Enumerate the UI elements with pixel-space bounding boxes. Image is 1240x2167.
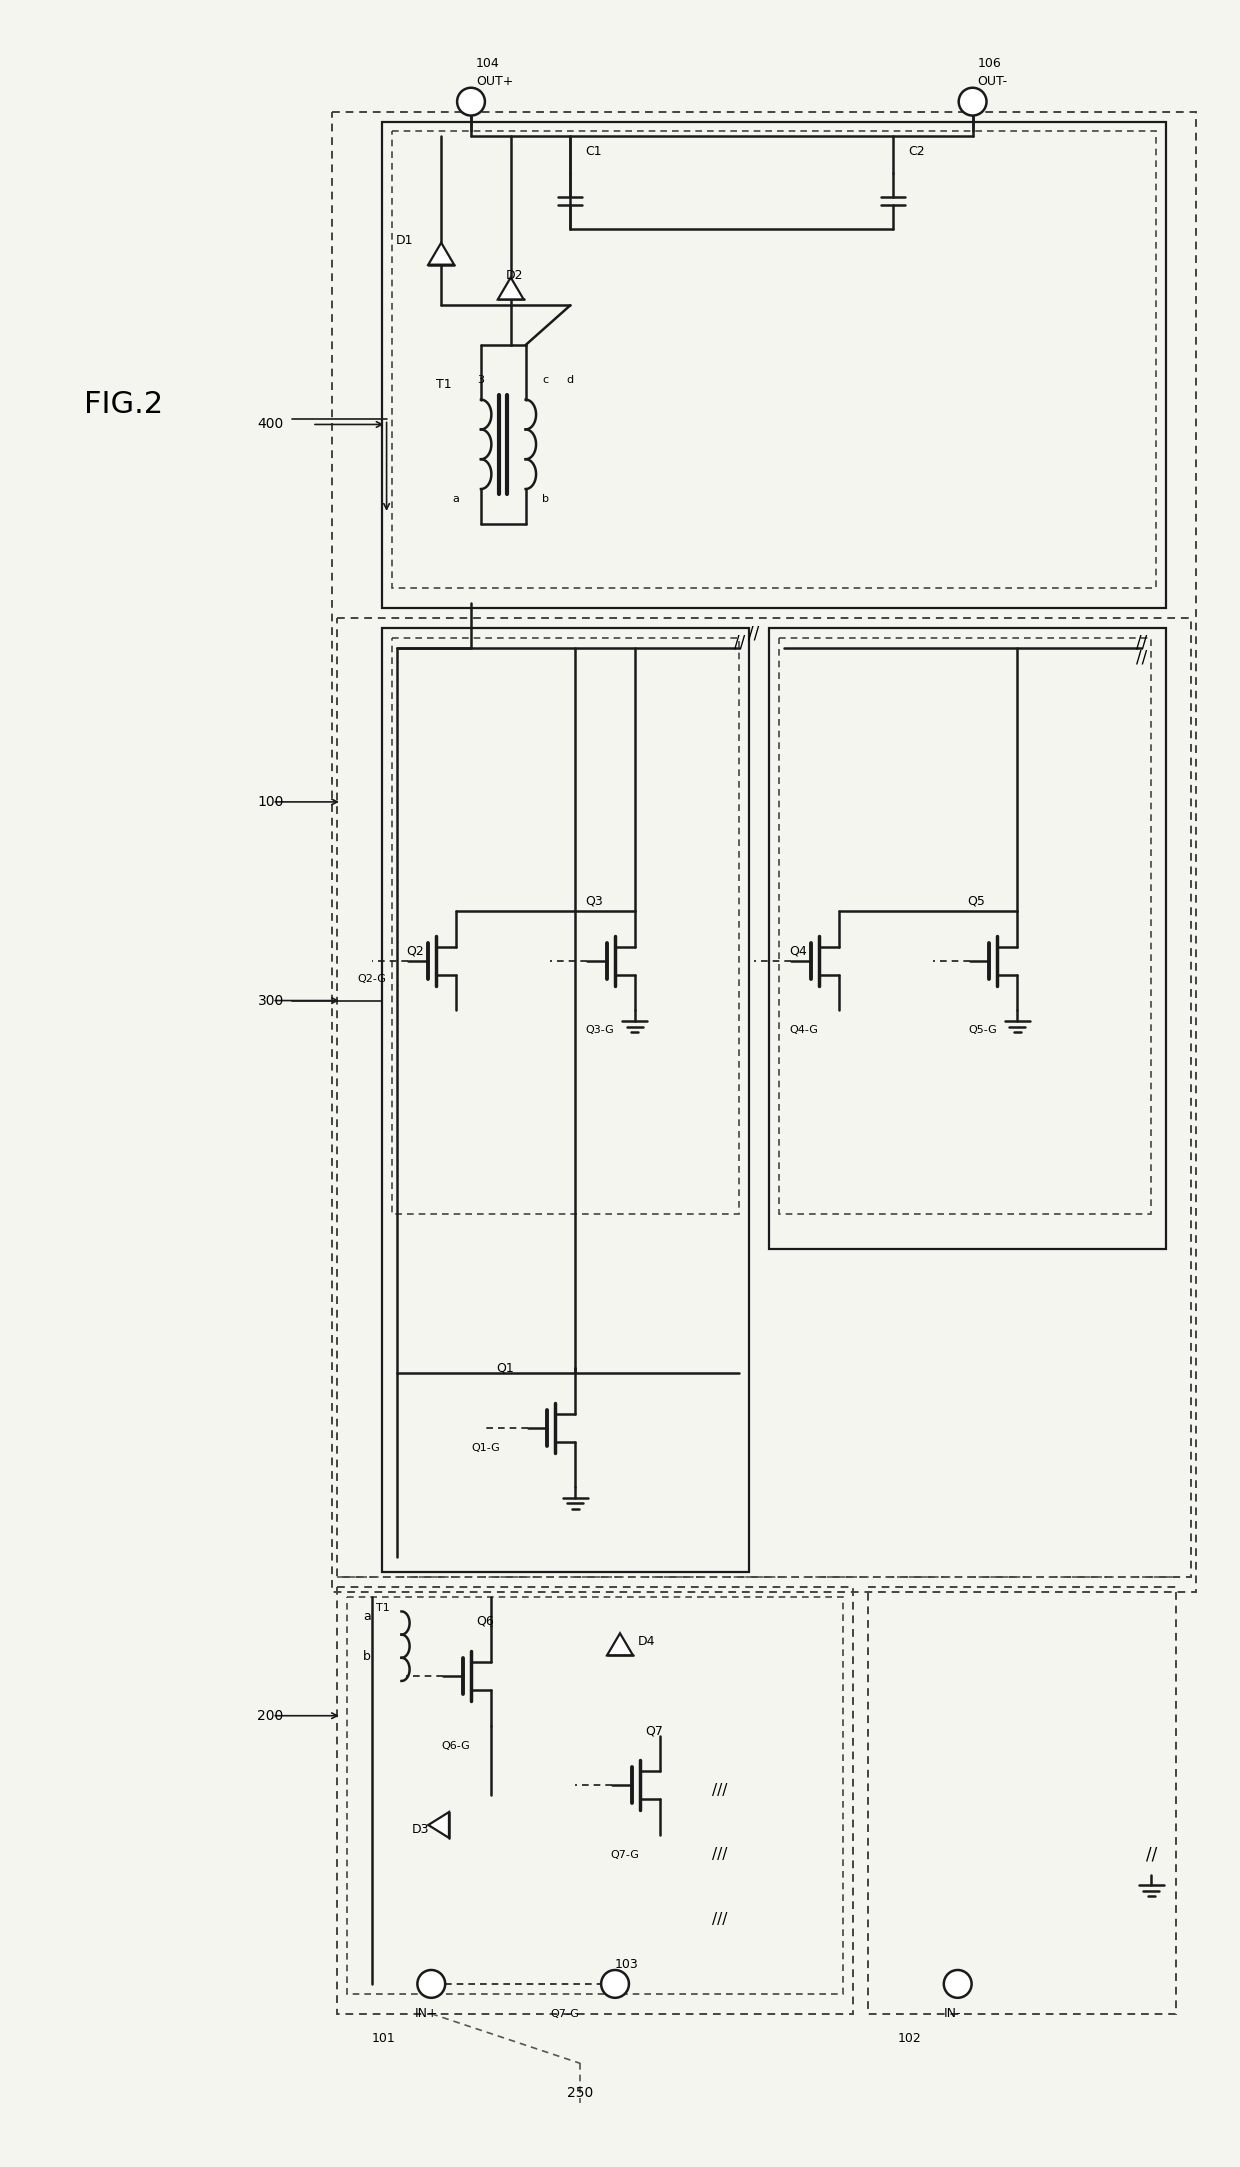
Bar [392, 132, 1157, 589]
Text: D1: D1 [396, 234, 413, 247]
Text: ///: /// [712, 1911, 727, 1926]
Text: //: // [1146, 1846, 1157, 1864]
Circle shape [959, 87, 987, 115]
Text: d: d [567, 375, 574, 386]
Bar [382, 121, 1167, 609]
Bar [347, 1597, 843, 1994]
Text: //: // [749, 624, 760, 641]
Text: //: // [1136, 648, 1147, 667]
Text: 300: 300 [258, 992, 284, 1008]
Text: D3: D3 [412, 1822, 429, 1835]
Text: T1: T1 [376, 1604, 389, 1614]
Text: a: a [363, 1610, 371, 1623]
Text: 3: 3 [477, 375, 485, 386]
Polygon shape [608, 1634, 632, 1656]
Text: //: // [734, 635, 745, 652]
Text: IN+: IN+ [414, 2007, 438, 2020]
Text: //: // [1136, 635, 1147, 652]
Bar [392, 637, 739, 1214]
Bar [382, 628, 749, 1571]
Text: ///: /// [712, 1783, 727, 1799]
Bar [868, 1586, 1177, 2013]
Bar [337, 1586, 853, 2013]
Text: Q2-G: Q2-G [357, 973, 386, 984]
Text: C2: C2 [908, 145, 925, 158]
Bar [332, 111, 1197, 1591]
Text: Q4: Q4 [789, 945, 806, 958]
Text: ///: /// [712, 1846, 727, 1861]
Text: Q5-G: Q5-G [968, 1025, 997, 1036]
Text: D4: D4 [637, 1634, 656, 1647]
Text: D2: D2 [506, 269, 523, 282]
Text: Q5: Q5 [967, 895, 986, 908]
Circle shape [944, 1970, 972, 1998]
Text: 106: 106 [977, 56, 1002, 69]
Text: Q2: Q2 [407, 945, 424, 958]
Bar [769, 628, 1167, 1248]
Text: b: b [363, 1649, 371, 1662]
Circle shape [418, 1970, 445, 1998]
Bar [779, 637, 1152, 1214]
Text: Q7-G: Q7-G [551, 2009, 579, 2020]
Text: OUT+: OUT+ [476, 76, 513, 89]
Bar [337, 618, 1192, 1578]
Text: Q1-G: Q1-G [471, 1443, 500, 1452]
Text: C1: C1 [585, 145, 601, 158]
Circle shape [601, 1970, 629, 1998]
Text: 101: 101 [372, 2033, 396, 2046]
Text: Q3-G: Q3-G [585, 1025, 615, 1036]
Text: Q7-G: Q7-G [610, 1851, 640, 1859]
Text: 102: 102 [898, 2033, 921, 2046]
Text: Q4-G: Q4-G [790, 1025, 818, 1036]
Text: b: b [542, 494, 549, 505]
Text: 104: 104 [476, 56, 500, 69]
Text: 100: 100 [258, 795, 284, 808]
Text: Q6: Q6 [476, 1614, 494, 1627]
Text: Q7: Q7 [645, 1725, 662, 1738]
Text: 250: 250 [567, 2087, 594, 2100]
Text: IN-: IN- [944, 2007, 961, 2020]
Text: 400: 400 [258, 418, 284, 431]
Text: 103: 103 [615, 1957, 639, 1970]
Circle shape [458, 87, 485, 115]
Text: c: c [542, 375, 548, 386]
Text: OUT-: OUT- [977, 76, 1008, 89]
Text: FIG.2: FIG.2 [83, 390, 162, 418]
Text: 200: 200 [258, 1710, 284, 1723]
Text: a: a [453, 494, 460, 505]
Polygon shape [428, 1812, 449, 1838]
Polygon shape [497, 277, 523, 299]
Text: Q6-G: Q6-G [441, 1740, 470, 1751]
Text: T1: T1 [436, 379, 451, 392]
Polygon shape [428, 243, 454, 264]
Text: Q1: Q1 [496, 1361, 513, 1374]
Text: Q3: Q3 [585, 895, 603, 908]
